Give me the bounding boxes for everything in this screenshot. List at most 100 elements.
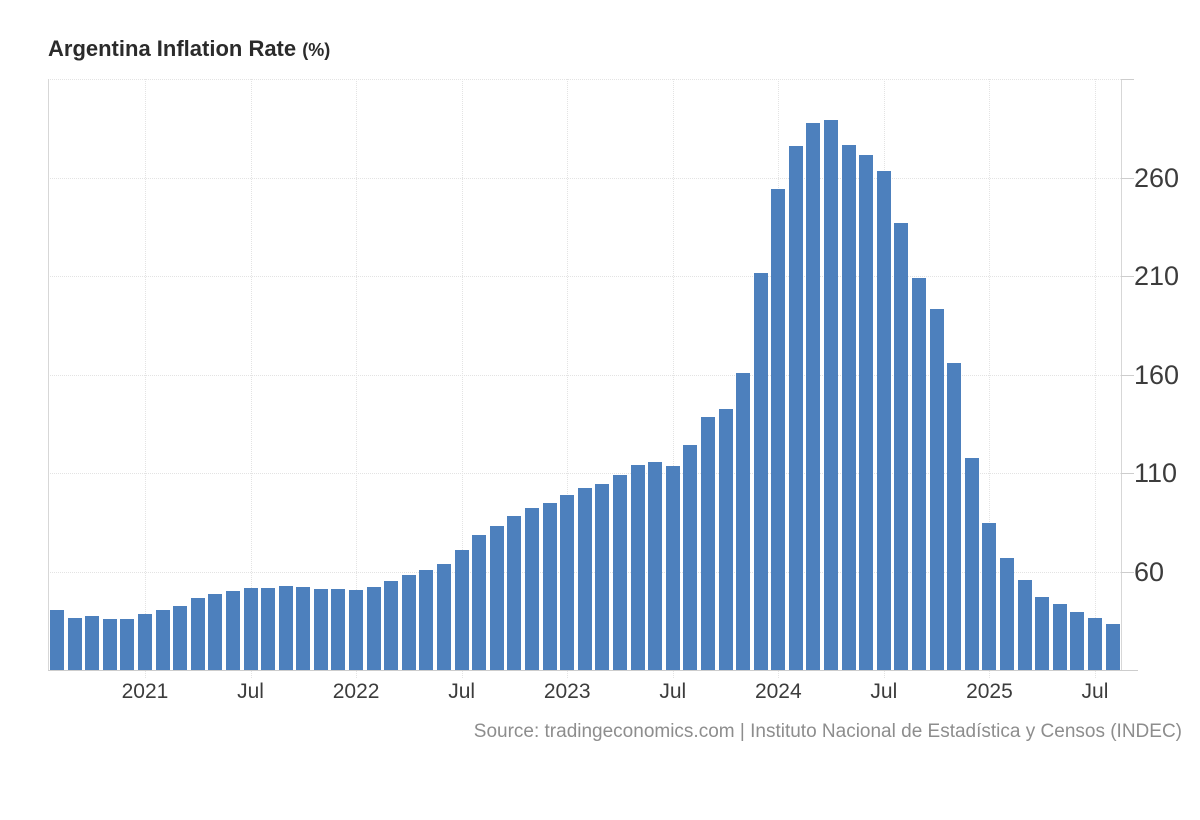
bar[interactable]: [718, 408, 733, 670]
bar[interactable]: [630, 464, 645, 670]
bar[interactable]: [683, 444, 698, 670]
bar[interactable]: [964, 457, 979, 670]
x-axis-label: Jul: [659, 680, 687, 703]
bar[interactable]: [67, 617, 82, 670]
x-axis-label: Jul: [870, 680, 898, 703]
y-axis-tick: [1121, 79, 1134, 80]
x-axis-label: 2024: [754, 680, 802, 703]
source-attribution: Source: tradingeconomics.com | Instituto…: [473, 721, 1182, 742]
y-axis-tick: [1121, 473, 1134, 474]
y-axis-left-line: [48, 79, 49, 671]
plot-area: 2021 Jul 2022 Jul 2023 Jul 2024 Jul 2025 Jul 60 110…: [48, 79, 1179, 703]
bar[interactable]: [472, 535, 487, 670]
chart-title-unit: (%): [302, 40, 331, 60]
bar[interactable]: [137, 613, 152, 670]
x-gridline: [672, 79, 674, 678]
bar[interactable]: [929, 309, 944, 670]
bar[interactable]: [85, 616, 100, 670]
bar[interactable]: [437, 563, 452, 670]
bar[interactable]: [859, 154, 874, 670]
bar[interactable]: [894, 223, 909, 670]
bar[interactable]: [331, 589, 346, 670]
chart-title: Argentina Inflation Rate (%): [48, 36, 330, 63]
chart-title-text: Argentina Inflation Rate: [48, 36, 297, 61]
bar[interactable]: [841, 145, 856, 670]
bar[interactable]: [120, 618, 135, 670]
bar[interactable]: [489, 526, 504, 670]
y-axis-label: 60: [1134, 556, 1165, 587]
bar[interactable]: [560, 495, 575, 670]
x-axis-label: Jul: [1081, 680, 1109, 703]
bar[interactable]: [912, 277, 927, 670]
bar[interactable]: [982, 523, 997, 670]
bar[interactable]: [1052, 604, 1067, 670]
bar[interactable]: [102, 619, 117, 670]
bar[interactable]: [225, 590, 240, 670]
bar[interactable]: [296, 587, 311, 670]
y-axis-tick: [1121, 276, 1134, 277]
bar[interactable]: [700, 417, 715, 670]
bar[interactable]: [173, 605, 188, 670]
x-axis-label: 2021: [121, 680, 169, 703]
bar[interactable]: [366, 586, 381, 670]
bar[interactable]: [1070, 612, 1085, 670]
y-axis-tick: [1121, 374, 1134, 376]
x-axis-label: 2023: [543, 680, 591, 703]
bar[interactable]: [1035, 596, 1050, 670]
y-axis-label: 260: [1134, 162, 1180, 193]
bar[interactable]: [349, 589, 364, 670]
bar[interactable]: [665, 466, 680, 670]
y-axis-label: 110: [1134, 458, 1178, 488]
bar[interactable]: [454, 549, 469, 670]
bar[interactable]: [1087, 617, 1102, 670]
bar[interactable]: [876, 170, 891, 670]
bar[interactable]: [736, 372, 751, 670]
x-gridline: [144, 79, 146, 678]
x-axis-label: Jul: [237, 680, 264, 703]
bar[interactable]: [612, 475, 627, 670]
bar[interactable]: [401, 575, 416, 670]
bar[interactable]: [947, 362, 962, 670]
bar[interactable]: [384, 581, 399, 670]
x-axis-line: [48, 670, 1138, 671]
bar[interactable]: [208, 593, 223, 670]
bar[interactable]: [1000, 557, 1015, 670]
bar[interactable]: [577, 487, 592, 670]
bar[interactable]: [824, 119, 839, 670]
bar[interactable]: [50, 609, 64, 670]
y-gridline: [48, 374, 1121, 376]
bar[interactable]: [648, 461, 663, 670]
x-gridline: [356, 79, 358, 678]
x-gridline: [461, 79, 463, 678]
plot-top-border: [48, 79, 1121, 80]
x-gridline: [1094, 79, 1096, 678]
x-gridline: [989, 79, 991, 678]
x-gridline: [250, 79, 252, 678]
bar[interactable]: [243, 587, 258, 670]
bar[interactable]: [155, 609, 170, 670]
y-gridline: [48, 177, 1121, 179]
bar[interactable]: [806, 122, 821, 670]
bar[interactable]: [278, 586, 293, 670]
bar[interactable]: [753, 273, 768, 670]
x-axis-label: Jul: [448, 680, 476, 703]
bar[interactable]: [313, 588, 328, 670]
bar[interactable]: [542, 502, 557, 670]
x-gridline: [567, 79, 569, 678]
bar[interactable]: [771, 188, 786, 670]
bar[interactable]: [507, 516, 522, 670]
y-axis-label: 160: [1134, 359, 1180, 390]
bar[interactable]: [788, 145, 803, 670]
x-axis-label: 2022: [332, 680, 380, 703]
bar[interactable]: [1105, 623, 1120, 670]
bar[interactable]: [595, 484, 610, 670]
y-gridline: [48, 473, 1121, 474]
bar[interactable]: [190, 598, 205, 670]
y-gridline: [48, 276, 1121, 277]
bar[interactable]: [1017, 579, 1032, 670]
bar[interactable]: [419, 570, 434, 670]
bar[interactable]: [261, 588, 276, 670]
bar[interactable]: [525, 507, 539, 670]
y-axis-tick: [1121, 571, 1134, 573]
